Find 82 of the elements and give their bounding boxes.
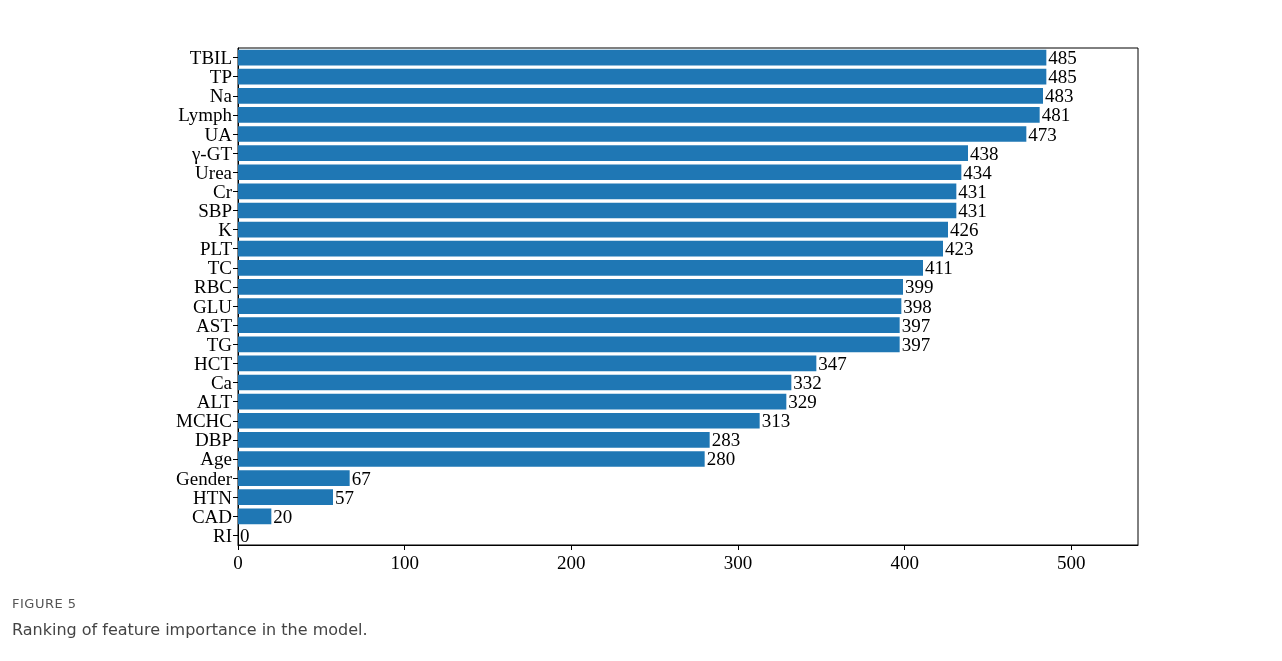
y-tick-label: AST: [196, 314, 233, 336]
x-tick-label: 300: [723, 552, 753, 573]
data-label: 483: [1045, 85, 1074, 107]
bar: [238, 489, 333, 506]
y-tick-label: Ca: [210, 372, 233, 394]
data-label: 347: [818, 352, 847, 374]
y-tick-label: Cr: [213, 180, 233, 202]
data-label: 485: [1048, 47, 1077, 69]
x-tick-label: 200: [557, 552, 586, 573]
y-tick-label: MCHC: [176, 410, 232, 432]
data-label: 481: [1041, 104, 1071, 126]
data-label: 397: [901, 333, 931, 355]
y-tick-label: RBC: [193, 276, 232, 298]
text: Ranking of feature importance in the model.: [12, 620, 368, 639]
y-tick-label: TBIL: [189, 47, 232, 69]
bar: [238, 508, 272, 525]
bar: [238, 470, 350, 486]
y-tick-label: Age: [200, 448, 232, 470]
y-tick-label: CAD: [191, 505, 232, 527]
data-label: 280: [706, 448, 736, 470]
data-label: 426: [950, 219, 979, 241]
data-label: 397: [901, 314, 931, 336]
data-label: 431: [958, 199, 987, 221]
y-tick-label: HTN: [192, 486, 233, 508]
bar: [238, 432, 710, 448]
y-tick-label: K: [218, 219, 233, 241]
data-label: 473: [1028, 123, 1057, 145]
data-label: 434: [963, 161, 993, 183]
bar: [238, 412, 760, 429]
data-label: 485: [1048, 66, 1077, 88]
data-label: 67: [351, 467, 371, 489]
bar: [238, 145, 968, 161]
data-label: 329: [788, 391, 817, 413]
data-label: 283: [711, 429, 741, 451]
bar: [238, 202, 957, 219]
y-tick-label: TP: [209, 66, 232, 88]
data-label: 398: [903, 295, 932, 317]
bar: [238, 317, 900, 334]
bar: [238, 107, 1040, 123]
bar: [238, 183, 957, 200]
bar: [238, 279, 903, 295]
bar: [238, 298, 902, 314]
x-tick-label: 500: [1057, 552, 1086, 573]
bar: [238, 68, 1047, 85]
bar: [238, 49, 1047, 66]
y-tick-label: PLT: [199, 238, 233, 260]
bar: [238, 164, 962, 181]
data-label: 332: [793, 372, 822, 394]
data-label: 313: [761, 410, 791, 432]
y-tick-label: TG: [206, 333, 233, 355]
caption: FIGURE 5: [12, 596, 77, 611]
bar: [238, 393, 787, 410]
bar: [238, 259, 923, 276]
data-label: 57: [335, 486, 354, 508]
x-tick-label: 0: [233, 552, 243, 573]
y-tick-label: SBP: [198, 199, 232, 221]
bar: [238, 126, 1027, 142]
y-tick-label: γ-GT: [190, 142, 233, 164]
data-label: 423: [945, 238, 974, 260]
y-tick-label: Na: [209, 85, 233, 107]
x-tick-label: 400: [890, 552, 919, 573]
y-tick-label: TC: [207, 257, 232, 279]
data-label: 431: [958, 180, 987, 202]
bar: [238, 240, 943, 257]
bar: [238, 87, 1043, 104]
data-label: 438: [970, 142, 999, 164]
y-tick-label: GLU: [192, 295, 233, 317]
data-label: 20: [273, 505, 293, 527]
y-tick-label: RI: [213, 524, 232, 546]
y-tick-label: Lymph: [178, 104, 233, 126]
x-tick-label: 100: [390, 552, 419, 573]
bar: [238, 336, 900, 353]
data-label: 411: [925, 257, 953, 279]
bar: [238, 221, 948, 238]
y-tick-label: DBP: [195, 429, 232, 451]
y-tick-label: HCT: [194, 352, 233, 374]
data-label: 399: [905, 276, 934, 298]
bar: [238, 355, 817, 372]
y-tick-label: ALT: [196, 391, 233, 413]
bar: [238, 374, 792, 391]
data-label: 0: [240, 524, 250, 546]
bar: [238, 451, 705, 467]
